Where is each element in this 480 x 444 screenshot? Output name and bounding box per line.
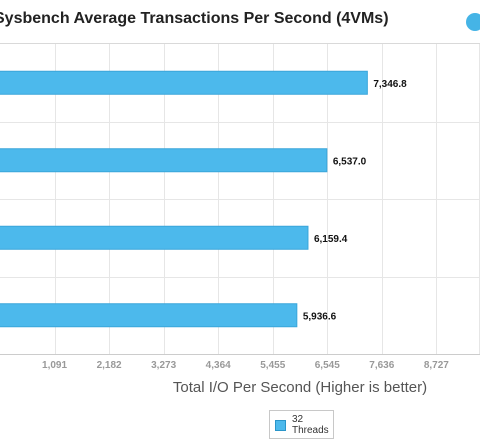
x-tick-label: 8,727: [424, 360, 449, 371]
legend-swatch: [275, 420, 286, 431]
bar-data-label: 6,159.4: [314, 234, 348, 245]
x-tick-label: 4,364: [206, 360, 231, 371]
chart-menu-icon[interactable]: [466, 13, 480, 31]
bar[interactable]: [0, 70, 368, 95]
bar-data-label: 6,537.0: [333, 156, 367, 167]
x-tick-label: 1,091: [42, 360, 67, 371]
x-axis-title: Total I/O Per Second (Higher is better): [172, 379, 428, 396]
x-tick-label: 5,455: [260, 360, 285, 371]
x-tick-label: 7,636: [369, 360, 394, 371]
chart-header: Sysbench Average Transactions Per Second…: [0, 0, 480, 44]
bar[interactable]: [0, 303, 298, 328]
chart-title: Sysbench Average Transactions Per Second…: [0, 10, 389, 27]
bar-data-label: 7,346.8: [373, 79, 407, 90]
legend-label: 32 Threads: [292, 414, 329, 436]
x-tick-label: 2,182: [97, 360, 122, 371]
x-tick-label: 6,545: [315, 360, 340, 371]
legend[interactable]: 32 Threads: [269, 410, 334, 439]
bar-data-label: 5,936.6: [303, 311, 337, 322]
bar[interactable]: [0, 225, 309, 250]
bar[interactable]: [0, 148, 328, 173]
x-tick-label: 3,273: [151, 360, 176, 371]
